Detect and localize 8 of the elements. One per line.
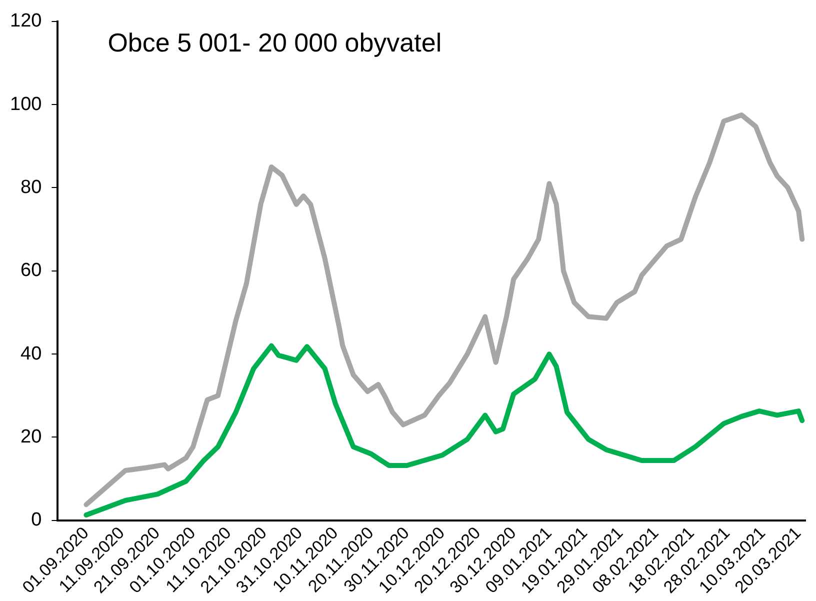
- y-tick-label: 80: [20, 176, 42, 198]
- y-tick-label: 120: [10, 10, 42, 32]
- y-tick-label: 60: [20, 260, 42, 282]
- y-tick-label: 100: [10, 94, 42, 115]
- y-tick-label: 20: [20, 426, 42, 448]
- y-tick-label: 40: [20, 343, 42, 364]
- y-tick-label: 0: [31, 510, 42, 531]
- chart-title: Obce 5 001- 20 000 obyvatel: [108, 28, 442, 58]
